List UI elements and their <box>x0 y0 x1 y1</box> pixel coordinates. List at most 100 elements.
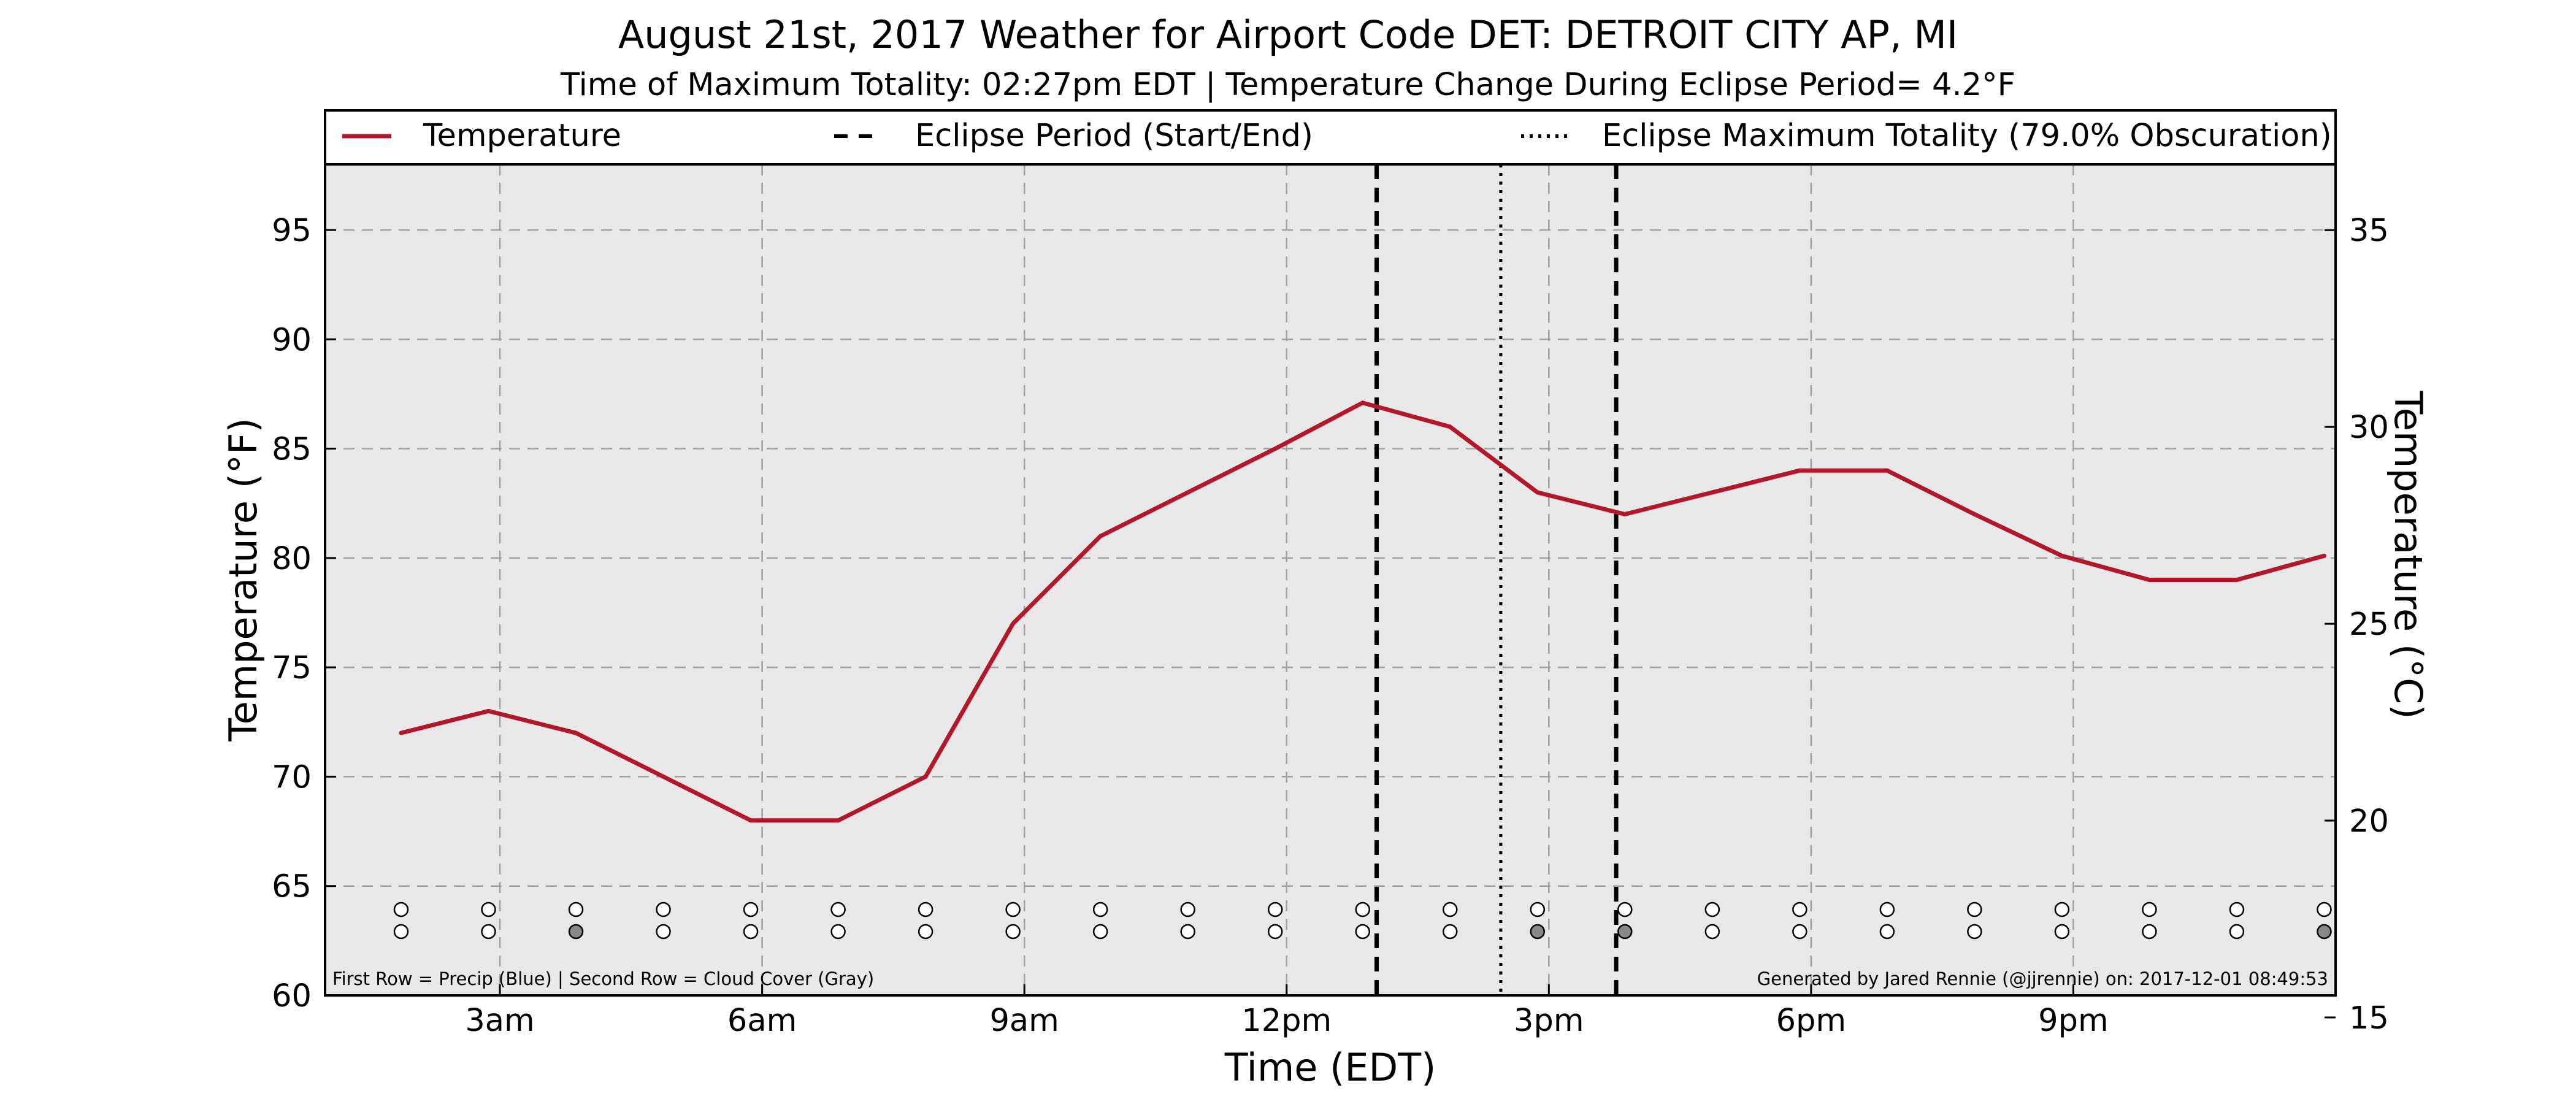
cloud-cover-marker <box>1617 924 1633 940</box>
y-right-tick-label: 30 <box>2349 410 2389 446</box>
precip-marker <box>393 902 409 917</box>
x-tick-label: 12pm <box>1241 1003 1332 1039</box>
precip-marker <box>830 902 846 917</box>
temperature-data-point <box>923 774 928 779</box>
cloud-cover-marker <box>1443 924 1458 940</box>
precip-marker <box>1355 902 1370 917</box>
temperature-data-point <box>573 730 578 735</box>
eclipse-lines <box>1374 164 1619 995</box>
cloud-cover-marker <box>1267 924 1283 940</box>
precip-marker <box>2317 902 2332 917</box>
y-axis-label-left: Temperature (°F) <box>221 418 266 741</box>
x-tick-label: 9pm <box>2038 1003 2109 1039</box>
footnote-right: Generated by Jared Rennie (@jjrennie) on… <box>1757 968 2328 989</box>
cloud-cover-marker <box>2317 924 2332 940</box>
temperature-data-point <box>1186 490 1190 495</box>
temperature-data-point <box>2321 553 2326 558</box>
legend: Temperature Eclipse Period (Start/End) Ecl… <box>324 109 2337 166</box>
precip-marker <box>1443 902 1458 917</box>
series-layer <box>399 400 2326 823</box>
precip-marker <box>1180 902 1195 917</box>
y-tick-label: 70 <box>272 759 312 795</box>
plot-area <box>325 164 2336 995</box>
precip-marker <box>918 902 933 917</box>
y-right-tick-label: 35 <box>2349 213 2389 249</box>
cloud-cover-marker <box>393 924 409 940</box>
x-tick-label: 6pm <box>1776 1003 1847 1039</box>
precip-marker <box>1792 902 1807 917</box>
y-right-tick-label: 20 <box>2349 803 2389 840</box>
temperature-data-point <box>1535 490 1540 495</box>
temperature-data-point <box>1360 400 1365 405</box>
cloud-cover-marker <box>918 924 933 940</box>
x-tick-label: 9am <box>989 1003 1059 1039</box>
y-tick-label: 90 <box>272 322 312 358</box>
temperature-data-point <box>1797 468 1802 473</box>
precip-marker <box>1005 902 1021 917</box>
y-right-tick-label: 15 <box>2349 1000 2389 1036</box>
cloud-cover-marker <box>830 924 846 940</box>
cloud-cover-marker <box>1180 924 1195 940</box>
chart-title: August 21st, 2017 Weather for Airport Co… <box>618 12 1958 57</box>
temperature-data-point <box>1447 424 1452 429</box>
cloud-cover-marker <box>1704 924 1720 940</box>
cloud-cover-marker <box>2229 924 2245 940</box>
x-tick-label: 3am <box>465 1003 534 1039</box>
cloud-cover-marker <box>1967 924 1982 940</box>
precip-marker <box>568 902 584 917</box>
y-tick-label: 85 <box>272 432 312 468</box>
cloud-cover-marker <box>2142 924 2157 940</box>
temperature-data-point <box>1273 446 1278 451</box>
temperature-data-point <box>2234 578 2239 582</box>
precip-marker <box>1092 902 1108 917</box>
precip-marker <box>2229 902 2245 917</box>
axes: 60 65 70 75 80 85 90 95 15 20 25 30 35 3am 6am 9am 12pm 3… <box>272 213 2389 1039</box>
precip-marker <box>2054 902 2070 917</box>
cloud-cover-marker <box>1355 924 1370 940</box>
temperature-data-point <box>399 730 404 735</box>
temperature-data-point <box>661 774 666 779</box>
temperature-data-point <box>1622 512 1627 517</box>
precip-marker <box>1967 902 1982 917</box>
footnote-left: First Row = Precip (Blue) | Second Row =… <box>332 968 874 989</box>
precip-marker <box>1267 902 1283 917</box>
legend-label: Eclipse Maximum Totality (79.0% Obscurat… <box>1602 118 2332 154</box>
marker-rows <box>393 902 2332 940</box>
precip-marker <box>656 902 671 917</box>
precip-marker <box>743 902 759 917</box>
precip-marker <box>1617 902 1633 917</box>
cloud-cover-marker <box>656 924 671 940</box>
temperature-data-point <box>2147 578 2152 582</box>
y-tick-label: 95 <box>272 213 312 249</box>
cloud-cover-marker <box>1005 924 1021 940</box>
temperature-data-point <box>1011 621 1016 626</box>
cloud-cover-marker <box>1092 924 1108 940</box>
legend-label: Eclipse Period (Start/End) <box>915 118 1313 154</box>
y-tick-label: 60 <box>272 978 312 1014</box>
precip-marker <box>481 902 496 917</box>
x-axis-label: Time (EDT) <box>1224 1045 1436 1090</box>
temperature-data-point <box>1098 534 1103 538</box>
chart-subtitle: Time of Maximum Totality: 02:27pm EDT | … <box>560 67 2015 103</box>
temperature-data-point <box>1710 490 1715 495</box>
y-tick-label: 75 <box>272 650 312 686</box>
cloud-cover-marker <box>743 924 759 940</box>
precip-marker <box>1704 902 1720 917</box>
cloud-cover-marker <box>1792 924 1807 940</box>
cloud-cover-marker <box>2054 924 2070 940</box>
x-tick-label: 3pm <box>1514 1003 1584 1039</box>
plot-frame <box>324 109 2337 997</box>
cloud-cover-marker <box>1879 924 1895 940</box>
precip-marker <box>2142 902 2157 917</box>
temperature-data-point <box>836 818 841 823</box>
temperature-data-point <box>486 708 491 713</box>
cloud-cover-marker <box>481 924 496 940</box>
precip-marker <box>1530 902 1546 917</box>
cloud-cover-marker <box>568 924 584 940</box>
legend-label: Temperature <box>423 118 621 154</box>
y-right-tick-label: 25 <box>2349 607 2389 643</box>
temperature-data-point <box>2060 553 2064 558</box>
y-axis-label-right: Temperature (°C) <box>2386 390 2431 719</box>
